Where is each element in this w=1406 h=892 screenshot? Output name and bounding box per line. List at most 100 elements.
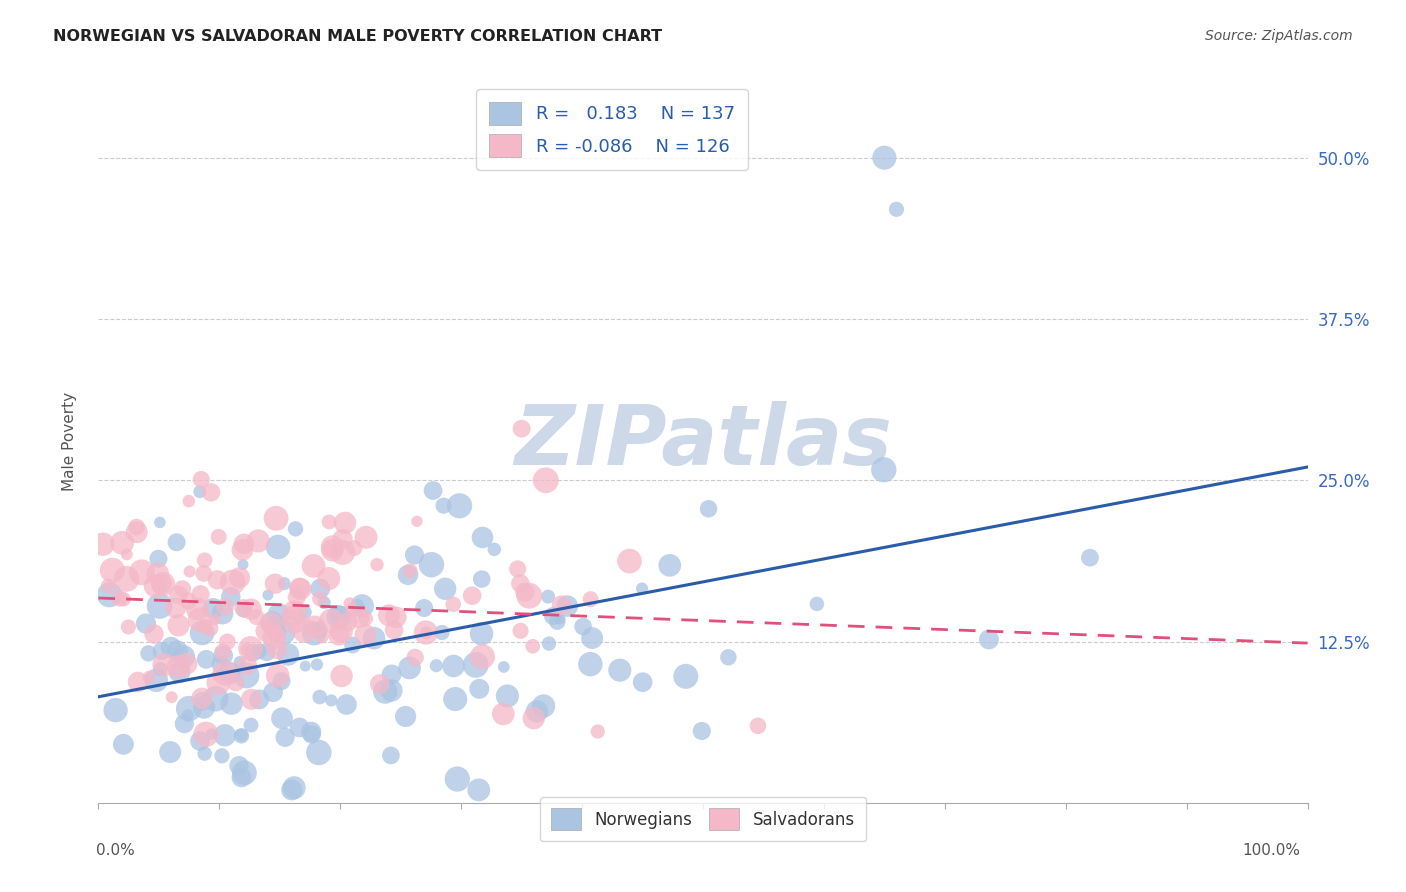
Point (108, 591, 131, 606)
Point (267, 540, 290, 554)
Point (284, 522, 307, 536)
Point (492, 706, 515, 721)
Point (135, 616, 157, 631)
Point (165, 601, 187, 615)
Point (204, 612, 226, 626)
Point (97, 579, 120, 593)
Point (336, 615, 359, 629)
Point (233, 765, 256, 780)
Point (91, 537, 114, 551)
Point (219, 590, 242, 604)
Point (434, 582, 457, 596)
Point (550, 599, 572, 613)
Point (115, 572, 138, 586)
Point (177, 702, 200, 716)
Point (262, 685, 284, 699)
Point (240, 718, 263, 732)
Point (256, 645, 278, 659)
Point (484, 542, 506, 557)
Point (441, 597, 464, 611)
Point (209, 657, 232, 672)
Point (329, 609, 352, 624)
Point (247, 533, 270, 548)
Point (526, 705, 548, 719)
Point (240, 692, 263, 706)
Point (271, 625, 294, 640)
Point (328, 610, 350, 624)
Point (340, 603, 363, 617)
Point (555, 599, 578, 613)
Point (200, 485, 222, 500)
Point (270, 674, 292, 689)
Point (214, 728, 236, 742)
Point (271, 711, 294, 725)
Point (586, 724, 609, 739)
Point (204, 691, 226, 706)
Point (609, 663, 631, 677)
Point (381, 667, 404, 681)
Point (166, 644, 188, 658)
Point (101, 563, 124, 577)
Point (399, 564, 422, 578)
Point (115, 548, 138, 562)
Text: NORWEGIAN VS SALVADORAN MALE POVERTY CORRELATION CHART: NORWEGIAN VS SALVADORAN MALE POVERTY COR… (53, 29, 662, 44)
Point (149, 599, 172, 613)
Point (385, 610, 408, 624)
Text: ZIPatlas: ZIPatlas (515, 401, 891, 482)
Point (675, 669, 697, 683)
Point (207, 676, 229, 690)
Point (125, 520, 148, 534)
Point (208, 530, 231, 544)
Point (112, 592, 135, 607)
Point (148, 551, 170, 566)
Point (273, 576, 295, 591)
Point (290, 582, 312, 596)
Point (396, 568, 419, 582)
Point (354, 628, 377, 642)
Point (342, 638, 364, 652)
Point (506, 562, 529, 576)
Point (873, 151, 896, 165)
Point (98, 588, 121, 602)
Point (406, 514, 429, 528)
Point (212, 648, 235, 663)
Point (579, 592, 602, 607)
Point (262, 615, 284, 630)
Point (167, 588, 190, 602)
Point (581, 631, 603, 645)
Point (283, 780, 305, 795)
Point (302, 558, 325, 573)
Point (422, 483, 444, 498)
Point (167, 618, 190, 632)
Point (231, 729, 253, 743)
Point (104, 703, 127, 717)
Point (169, 665, 191, 680)
Point (186, 602, 208, 616)
Point (1078, 550, 1101, 565)
Point (299, 724, 322, 739)
Point (236, 642, 259, 657)
Text: 0.0%: 0.0% (96, 843, 135, 858)
Point (430, 625, 453, 640)
Point (382, 623, 405, 637)
Point (368, 677, 391, 691)
Point (415, 625, 437, 640)
Point (194, 747, 217, 761)
Point (150, 577, 173, 591)
Point (354, 530, 377, 544)
Point (214, 599, 236, 614)
Point (218, 665, 240, 680)
Point (202, 601, 225, 615)
Point (177, 594, 200, 608)
Point (217, 634, 239, 648)
Point (346, 599, 368, 613)
Point (256, 624, 278, 638)
Point (152, 577, 174, 591)
Point (245, 610, 267, 624)
Point (332, 532, 354, 546)
Point (194, 553, 217, 567)
Point (533, 699, 555, 714)
Point (619, 554, 641, 568)
Point (280, 783, 302, 797)
Point (363, 631, 385, 645)
